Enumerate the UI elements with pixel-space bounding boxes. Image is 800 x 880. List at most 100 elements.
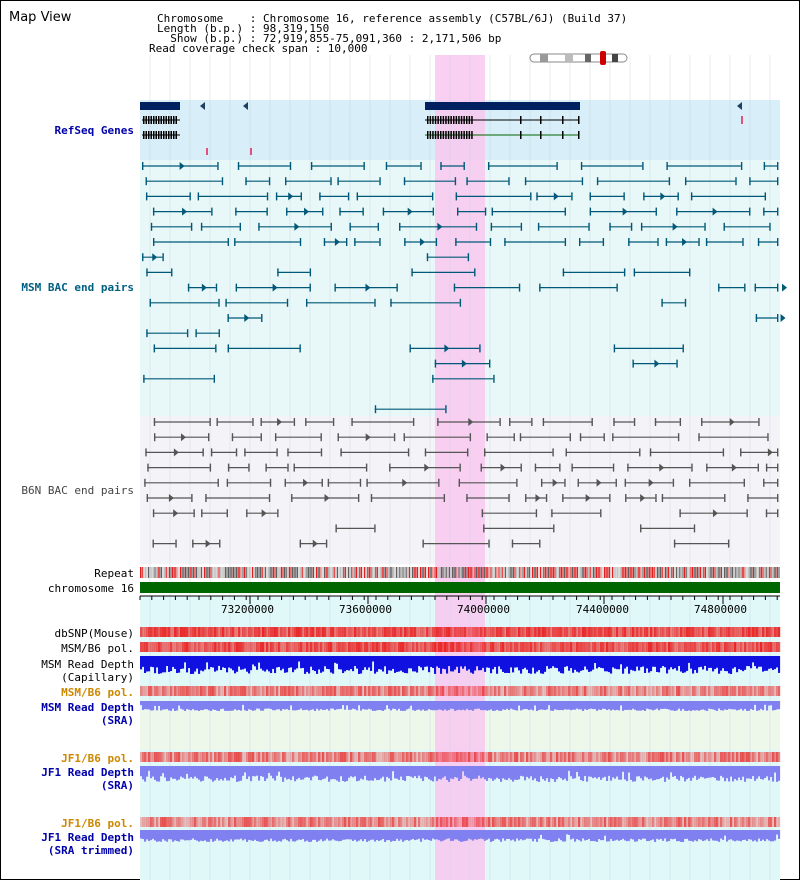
depth-bar — [536, 701, 539, 711]
msm-bac-pair-end — [195, 329, 197, 338]
depth-bar — [638, 656, 641, 671]
pol-cell — [362, 642, 365, 652]
depth-bar — [720, 766, 723, 776]
depth-bar — [550, 830, 553, 842]
track-label-b6n-bac[interactable]: B6N BAC end pairs — [21, 484, 134, 497]
pol-cell — [470, 686, 473, 696]
b6n-bac-pair-end — [672, 478, 675, 487]
chromosome-ideogram[interactable] — [529, 51, 628, 65]
depth-bar — [442, 766, 445, 778]
repeat-mark — [727, 567, 729, 578]
depth-bar — [384, 830, 387, 842]
depth-bar — [308, 701, 311, 711]
depth-bar — [574, 830, 577, 842]
repeat-mark — [511, 567, 513, 578]
depth-bar — [262, 656, 265, 671]
pol-cell — [588, 686, 591, 696]
depth-bar — [540, 766, 543, 777]
pol-cell — [228, 627, 231, 637]
depth-bar — [394, 701, 397, 709]
depth-bar — [682, 701, 685, 710]
depth-bar — [472, 656, 475, 674]
repeat-mark — [698, 567, 700, 578]
pol-cell — [498, 817, 501, 827]
pol-cell — [348, 627, 351, 637]
depth-bar — [776, 656, 779, 668]
depth-bar — [712, 656, 715, 672]
msm-bac-pair-end — [432, 207, 435, 216]
b6n-bac-pair-end — [746, 509, 748, 518]
repeat-mark — [144, 567, 146, 578]
depth-bar — [514, 701, 517, 711]
repeat-mark — [660, 567, 662, 578]
depth-bar — [406, 701, 409, 710]
depth-bar — [736, 656, 739, 673]
depth-bar — [536, 656, 539, 672]
pol-cell — [416, 686, 419, 696]
pol-cell — [766, 642, 769, 652]
repeat-mark — [578, 567, 580, 578]
exon — [158, 131, 160, 139]
depth-bar — [480, 766, 483, 779]
depth-bar — [558, 656, 561, 672]
repeat-mark — [375, 567, 377, 578]
depth-bar — [706, 656, 709, 671]
pol-cell — [690, 817, 693, 827]
pol-cell — [770, 817, 773, 827]
pol-cell — [744, 627, 747, 637]
depth-bar — [520, 766, 523, 776]
pol-cell — [308, 627, 311, 637]
msm-bac-pair-end — [309, 268, 312, 277]
depth-bar — [544, 830, 547, 840]
repeat-mark — [176, 567, 178, 578]
depth-bar — [300, 830, 303, 840]
repeat-mark — [496, 567, 498, 578]
b6n-bac-pair-end — [777, 448, 779, 457]
repeat-mark — [735, 567, 737, 578]
depth-bar — [620, 701, 623, 706]
exon — [442, 116, 445, 124]
pol-cell — [626, 627, 629, 637]
depth-bar — [774, 701, 777, 711]
depth-bar — [344, 830, 347, 840]
depth-bar — [658, 830, 661, 840]
depth-bar — [408, 766, 411, 777]
depth-bar — [474, 766, 477, 779]
depth-bar — [630, 701, 633, 711]
depth-bar — [560, 656, 563, 674]
repeat-mark — [543, 567, 545, 578]
pol-cell — [518, 752, 521, 762]
pol-cell — [342, 752, 345, 762]
pol-cell — [724, 817, 727, 827]
b6n-bac-pair-end — [320, 448, 323, 457]
depth-bar — [148, 766, 151, 771]
depth-bar — [308, 766, 311, 778]
depth-bar — [712, 701, 715, 710]
depth-bar — [614, 656, 617, 669]
pol-cell — [214, 752, 217, 762]
pol-cell — [426, 817, 429, 827]
pol-cell — [396, 627, 399, 637]
pol-cell — [760, 752, 763, 762]
track-label-dbsnp: dbSNP(Mouse) — [54, 627, 134, 640]
pol-cell — [280, 642, 283, 652]
repeat-mark — [479, 567, 481, 578]
pol-cell — [552, 817, 555, 827]
b6n-bac-pair-end — [192, 539, 194, 548]
depth-bar — [312, 766, 315, 777]
depth-bar — [522, 701, 525, 710]
b6n-bac-pair-arrow — [261, 509, 267, 518]
depth-bar — [500, 656, 503, 670]
track-label-refseq[interactable]: RefSeq Genes — [54, 124, 134, 137]
pol-cell — [596, 642, 599, 652]
repeat-mark — [653, 567, 655, 578]
depth-bar — [228, 830, 231, 842]
pol-cell — [586, 627, 589, 637]
b6n-bac-pair-end — [193, 509, 195, 518]
depth-bar — [230, 656, 233, 669]
depth-bar — [288, 766, 291, 779]
track-label-msm-bac[interactable]: MSM BAC end pairs — [21, 281, 134, 294]
pol-cell — [330, 642, 333, 652]
depth-bar — [704, 656, 707, 666]
